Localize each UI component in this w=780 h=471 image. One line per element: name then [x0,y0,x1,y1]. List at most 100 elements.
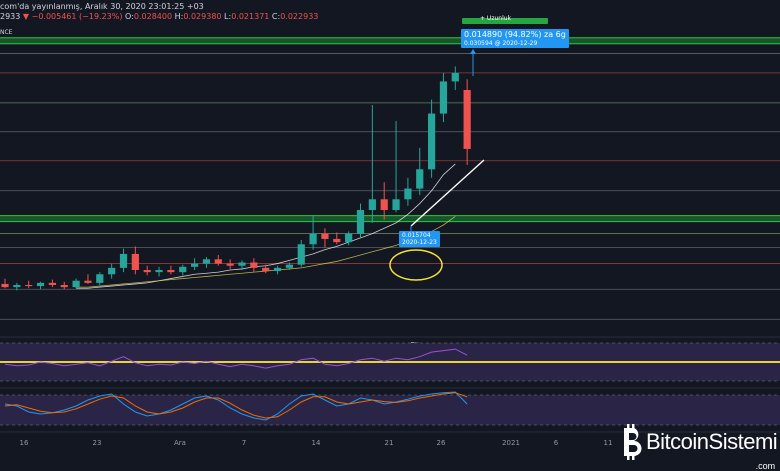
candle-body [428,113,436,170]
candle [285,262,293,270]
candle-body [155,270,163,273]
open-value: 0.028400 [133,12,173,21]
candle [25,280,33,289]
candle-body [202,259,211,264]
candle [119,248,128,273]
low-label: L: [224,12,232,21]
candle [143,265,151,276]
candle [108,263,116,279]
trend-line [410,159,485,227]
measure-sub-text: 0.030594 @ 2020-12-29 [464,40,538,47]
rsi-pane [0,342,780,382]
close-label: C: [271,12,281,21]
price-prefix: 2933 [0,12,21,21]
candle [463,79,471,165]
candle [345,231,353,246]
x-axis-tick-label: 14 [311,439,321,447]
stoch-background [0,395,780,425]
candle [84,274,92,284]
candle-body [84,280,92,283]
candle [13,282,21,291]
candle-body [143,270,151,273]
candle [428,99,436,178]
low-main-text: 0.015704 [402,232,431,239]
candle-body [167,270,175,273]
brand-logo: BitcoinSistemi .com [616,422,778,471]
candle-body [309,233,317,245]
x-axis [0,336,780,433]
long-position-tab[interactable]: + Uzunluk [462,15,548,24]
candle [404,177,412,206]
long-position-label: + Uzunluk [480,15,512,22]
brand-name: BitcoinSistemi [646,429,778,454]
candle [36,281,45,290]
candle-body [416,169,424,189]
candle [238,260,246,270]
publish-info: com'da yayınlanmış, Aralık 30, 2020 23:0… [0,2,204,11]
x-axis-tick-label: 6 [553,439,559,447]
candlestick-series [1,66,471,291]
candle [309,215,317,250]
exchange-label: NCE [0,29,13,36]
candle [131,246,139,275]
chart-header-ohlc: 2933 ▼ −0.005461 (−19.23%) O:0.028400 H:… [0,12,318,21]
candle [392,121,400,213]
candle-body [25,285,33,287]
chart-header-line1: com'da yayınlanmış, Aralık 30, 2020 23:0… [0,2,204,11]
candle-body [36,282,45,287]
candle [439,72,448,123]
candle [226,259,234,269]
candle-body [404,188,412,200]
candle [214,255,222,266]
x-axis-tick-label: 7 [241,439,247,447]
candle-body [321,233,329,239]
candle [72,278,80,289]
candle [1,278,9,289]
measure-main-text: 0.014890 (94.82%) zа 6g [464,30,566,39]
candle-body [439,81,448,114]
candle [155,266,163,277]
candle-body [191,263,199,267]
x-axis-tick-label: 16 [19,439,29,447]
x-axis-tick-label: 21 [384,439,394,447]
candle [416,147,424,195]
candle-body [119,253,128,268]
high-value: 0.029380 [183,12,222,21]
candle-body [333,238,341,243]
candle [167,265,175,275]
candle [333,232,341,245]
candle [368,105,376,223]
low-callout: 0.015704 2020-12-23 [399,231,440,247]
high-label: H: [174,12,184,21]
candle [380,182,388,220]
candle-body [297,244,305,265]
x-axis-tick-label: 26 [436,439,446,447]
candle-body [380,199,388,210]
level-band [0,215,780,222]
candle [96,272,104,285]
x-axis-tick-label: 23 [92,439,102,447]
down-arrow-icon: ▼ [22,12,30,21]
candle-body [392,199,400,210]
open-label: O: [125,12,134,21]
candle-body [60,285,68,288]
candle [202,257,211,268]
level-band [0,37,780,44]
bitcoin-logo-icon [616,424,646,460]
candle-body [463,90,471,149]
candle-body [451,72,459,82]
candle-body [1,283,9,288]
candle-body [368,199,376,210]
candle [273,265,282,275]
candle-body [273,267,282,272]
candle-body [285,264,293,268]
x-axis-tick-label: 2021 [502,439,520,447]
candle-body [179,266,187,273]
candle [48,279,56,288]
candle-body [250,262,258,268]
candle-body [131,253,139,270]
rsi-line [4,348,468,369]
candle [250,258,258,273]
measure-arrow-head [470,49,476,54]
